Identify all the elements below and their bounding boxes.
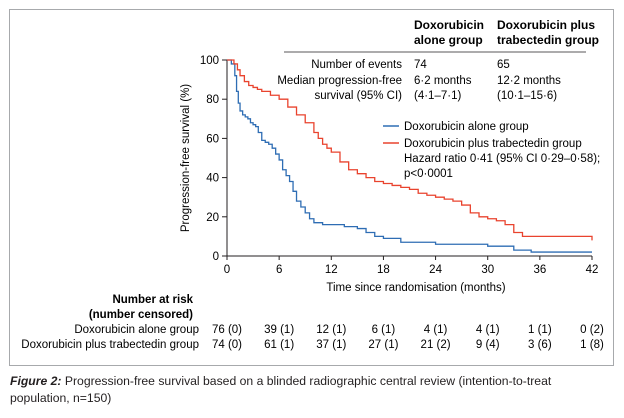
figure-caption: Figure 2: Progression-free survival base… — [10, 373, 610, 407]
table-row-events-col2: 65 — [497, 59, 510, 71]
table-col2-header-line2: trabectedin group — [497, 33, 599, 47]
table-col1-header-line1: Doxorubicin — [414, 18, 484, 32]
x-tick-label: 6 — [276, 264, 282, 276]
caption-text: Progression-free survival based on a bli… — [10, 374, 552, 405]
table-row-events-col1: 74 — [414, 59, 427, 71]
y-tick-label: 20 — [206, 212, 219, 224]
at-risk-value: 0 (2) — [580, 324, 604, 336]
y-ticks: 0 20 40 60 80 100 — [200, 55, 227, 263]
summary-table: Doxorubicin alone group Doxorubicin plus… — [277, 18, 599, 102]
at-risk-title-line1: Number at risk — [112, 294, 193, 306]
at-risk-value: 76 (0) — [212, 324, 242, 336]
at-risk-value: 39 (1) — [264, 324, 294, 336]
table-row-median-col2-line1: 12·2 months — [497, 75, 561, 87]
table-row-median-col1-line2: (4·1–7·1) — [414, 90, 461, 102]
y-tick-label: 0 — [213, 251, 219, 263]
at-risk-title-line2: (number censored) — [89, 309, 193, 321]
table-row-median-col1-line1: 6·2 months — [414, 75, 472, 87]
number-at-risk: Number at risk (number censored) Doxorub… — [21, 294, 604, 351]
x-axis-label: Time since randomisation (months) — [326, 282, 505, 294]
table-row-median-label-line1: Median progression-free — [277, 75, 402, 87]
axes: 0 20 40 60 80 100 0 6 12 18 24 30 36 42 Time since r… — [180, 55, 598, 294]
x-tick-label: 36 — [533, 264, 546, 276]
at-risk-value: 3 (6) — [528, 339, 552, 351]
at-risk-row-label-doxorubicin-alone: Doxorubicin alone group — [74, 324, 199, 336]
curve-doxorubicin-trabectedin — [227, 59, 593, 241]
at-risk-value: 9 (4) — [476, 339, 500, 351]
legend-label-doxorubicin-alone: Doxorubicin alone group — [404, 121, 529, 133]
caption-label: Figure 2: — [10, 374, 62, 388]
at-risk-value: 1 (8) — [580, 339, 604, 351]
table-row-median-label-line2: survival (95% CI) — [314, 90, 402, 102]
at-risk-value: 12 (1) — [316, 324, 346, 336]
legend: Doxorubicin alone group Doxorubicin plus… — [383, 121, 600, 180]
y-tick-label: 60 — [206, 133, 219, 145]
at-risk-row-label-doxorubicin-trabectedin: Doxorubicin plus trabectedin group — [21, 339, 199, 351]
survival-chart: Doxorubicin alone group Doxorubicin plus… — [21, 18, 604, 351]
y-tick-label: 100 — [200, 55, 219, 67]
at-risk-value: 74 (0) — [212, 339, 242, 351]
at-risk-value: 4 (1) — [424, 324, 448, 336]
x-tick-label: 30 — [481, 264, 494, 276]
at-risk-value: 21 (2) — [421, 339, 451, 351]
hazard-ratio-text: Hazard ratio 0·41 (95% CI 0·29–0·58); — [404, 153, 600, 165]
at-risk-value: 61 (1) — [264, 339, 294, 351]
at-risk-value: 1 (1) — [528, 324, 552, 336]
chart-panel — [9, 9, 614, 366]
table-row-events-label: Number of events — [311, 59, 402, 71]
x-tick-label: 12 — [325, 264, 338, 276]
table-col1-header-line2: alone group — [414, 33, 483, 47]
x-tick-label: 42 — [586, 264, 599, 276]
at-risk-value: 37 (1) — [316, 339, 346, 351]
y-tick-label: 40 — [206, 173, 219, 185]
at-risk-value: 6 (1) — [372, 324, 396, 336]
x-tick-label: 0 — [224, 264, 230, 276]
curve-doxorubicin-alone — [227, 59, 592, 253]
x-tick-label: 18 — [377, 264, 390, 276]
x-tick-label: 24 — [429, 264, 442, 276]
at-risk-value: 4 (1) — [476, 324, 500, 336]
survival-curves — [227, 59, 593, 253]
y-tick-label: 80 — [206, 94, 219, 106]
p-value-text: p<0·0001 — [404, 168, 453, 180]
legend-label-doxorubicin-trabectedin: Doxorubicin plus trabectedin group — [404, 138, 582, 150]
table-col2-header-line1: Doxorubicin plus — [497, 18, 595, 32]
y-axis-label: Progression-free survival (%) — [180, 84, 192, 232]
table-row-median-col2-line2: (10·1–15·6) — [497, 90, 557, 102]
x-ticks: 0 6 12 18 24 30 36 42 — [224, 256, 599, 276]
at-risk-value: 27 (1) — [368, 339, 398, 351]
at-risk-values: 76 (0) 39 (1) 12 (1) 6 (1) 4 (1) 4 (1) 1 (1) 0 … — [212, 324, 604, 351]
